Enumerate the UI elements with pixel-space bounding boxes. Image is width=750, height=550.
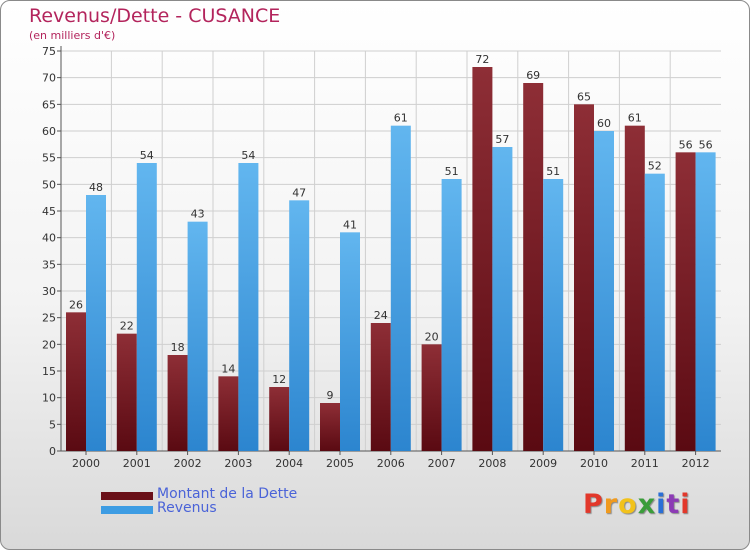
bar-dette xyxy=(624,125,645,452)
logo-letter: t xyxy=(666,489,681,520)
logo-letter: x xyxy=(637,489,657,520)
data-label-revenus: 54 xyxy=(140,149,154,162)
y-tick-label: 0 xyxy=(49,445,56,458)
y-tick-label: 20 xyxy=(42,338,56,351)
y-tick-label: 30 xyxy=(42,285,56,298)
x-tick-label: 2010 xyxy=(580,457,608,470)
x-tick-label: 2006 xyxy=(377,457,405,470)
bar-dette xyxy=(167,355,188,451)
data-label-dette: 20 xyxy=(425,330,439,343)
data-label-dette: 22 xyxy=(120,320,134,333)
y-tick-label: 10 xyxy=(42,392,56,405)
data-label-dette: 56 xyxy=(679,138,693,151)
bar-dette xyxy=(320,403,340,451)
logo-letter: i xyxy=(680,489,691,520)
y-tick-label: 65 xyxy=(42,98,56,111)
x-tick-label: 2004 xyxy=(275,457,303,470)
data-label-dette: 72 xyxy=(475,53,489,66)
data-label-dette: 26 xyxy=(69,298,83,311)
y-tick-label: 55 xyxy=(42,152,56,165)
x-tick-label: 2003 xyxy=(224,457,252,470)
bar-revenus xyxy=(441,179,462,451)
y-tick-label: 15 xyxy=(42,365,56,378)
logo-letter: i xyxy=(656,489,667,520)
data-label-dette: 14 xyxy=(221,362,235,375)
bar-dette xyxy=(370,323,391,451)
bar-dette xyxy=(421,344,442,451)
labels: 26 48 22 54 18 43 14 54 12 47 9 41 24 61 20 51 72 57 69 51 6… xyxy=(69,53,713,402)
bar-dette xyxy=(574,104,594,451)
logo-letter: P xyxy=(583,489,604,520)
bar-revenus xyxy=(695,152,716,452)
x-tick-label: 2009 xyxy=(529,457,557,470)
bar-revenus xyxy=(492,147,513,451)
legend-label-dette: Montant de la Dette xyxy=(157,486,298,502)
data-label-revenus: 51 xyxy=(546,165,560,178)
data-label-revenus: 57 xyxy=(495,133,509,146)
y-tick-label: 50 xyxy=(42,178,56,191)
data-label-dette: 9 xyxy=(327,389,334,402)
data-label-dette: 69 xyxy=(526,69,540,82)
x-tick-label: 2005 xyxy=(326,457,354,470)
bar-dette xyxy=(675,152,696,452)
bar-revenus xyxy=(289,200,310,451)
bar-revenus xyxy=(340,232,360,451)
data-label-revenus: 56 xyxy=(699,138,713,151)
data-label-revenus: 43 xyxy=(191,208,205,221)
y-tick-label: 25 xyxy=(42,312,56,325)
data-label-revenus: 52 xyxy=(648,160,662,173)
y-tick-label: 40 xyxy=(42,232,56,245)
bars xyxy=(66,67,716,452)
legend-swatch-revenus xyxy=(101,506,153,514)
chart-title: Revenus/Dette - CUSANCE xyxy=(29,5,281,27)
proxiti-logo: Proxiti xyxy=(583,489,691,520)
y-tick-label: 35 xyxy=(42,258,56,271)
y-tick-label: 75 xyxy=(42,45,56,58)
x-tick-label: 2011 xyxy=(631,457,659,470)
bar-revenus xyxy=(390,125,411,452)
bar-revenus xyxy=(644,173,665,451)
y-tick-label: 70 xyxy=(42,72,56,85)
data-label-revenus: 41 xyxy=(343,218,357,231)
logo-letter: o xyxy=(618,489,638,520)
data-label-dette: 12 xyxy=(272,373,286,386)
x-tick-label: 2001 xyxy=(123,457,151,470)
bar-revenus xyxy=(86,195,106,451)
bar-revenus xyxy=(594,131,614,451)
data-label-revenus: 47 xyxy=(292,186,306,199)
bar-dette xyxy=(218,376,239,451)
data-label-dette: 65 xyxy=(577,90,591,103)
x-tick-label: 2012 xyxy=(682,457,710,470)
data-label-revenus: 48 xyxy=(89,181,103,194)
y-tick-label: 60 xyxy=(42,125,56,138)
data-label-revenus: 54 xyxy=(241,149,255,162)
bar-dette xyxy=(523,83,544,451)
data-label-dette: 18 xyxy=(171,341,185,354)
x-tick-label: 2002 xyxy=(174,457,202,470)
data-label-dette: 61 xyxy=(628,112,642,125)
x-tick-label: 2008 xyxy=(478,457,506,470)
bar-dette xyxy=(472,67,493,451)
x-tick-label: 2007 xyxy=(428,457,456,470)
chart-subtitle: (en milliers d'€) xyxy=(29,29,116,42)
y-tick-label: 5 xyxy=(49,418,56,431)
legend-swatch-dette xyxy=(101,492,153,500)
bar-revenus xyxy=(543,179,564,451)
data-label-revenus: 61 xyxy=(394,112,408,125)
bar-revenus xyxy=(136,163,157,451)
bar-revenus xyxy=(187,221,208,451)
bar-revenus xyxy=(238,163,259,451)
y-tick-label: 45 xyxy=(42,205,56,218)
data-label-revenus: 60 xyxy=(597,117,611,130)
legend-label-revenus: Revenus xyxy=(157,500,217,516)
data-label-dette: 24 xyxy=(374,309,388,322)
bar-dette xyxy=(66,312,86,451)
data-label-revenus: 51 xyxy=(445,165,459,178)
bar-dette xyxy=(269,387,290,451)
x-tick-label: 2000 xyxy=(72,457,100,470)
bar-dette xyxy=(116,333,137,451)
logo-letter: r xyxy=(603,489,619,520)
